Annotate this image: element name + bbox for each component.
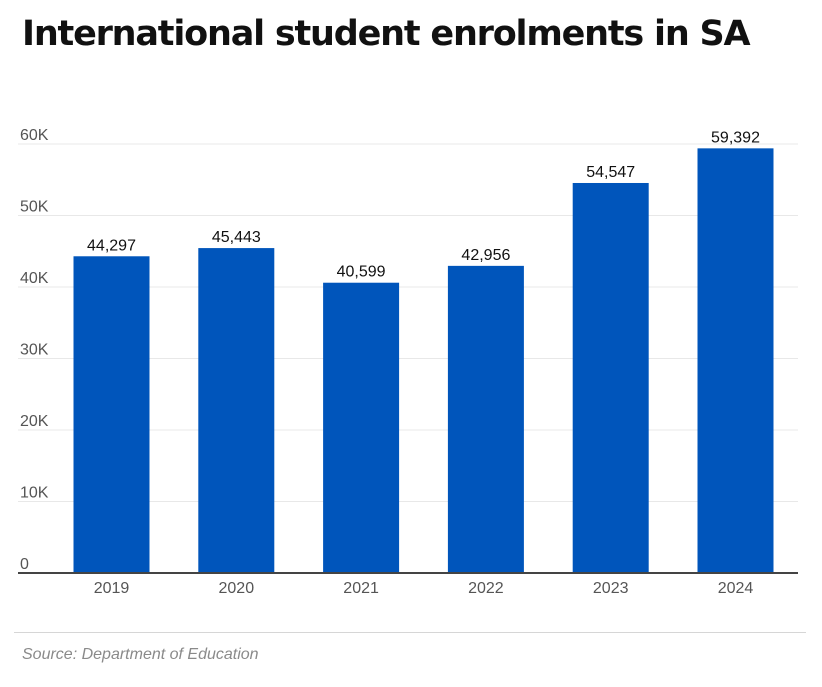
bar-2019: [73, 256, 150, 573]
bar-2024: [697, 148, 774, 573]
bar-chart: 0 10K 20K 30K 40K 50K 60K 44,297 45,443 40,599 42…: [18, 127, 798, 597]
x-tick-label: 2019: [94, 580, 130, 597]
value-labels: 44,297 45,443 40,599 42,956 54,547 59,392: [87, 129, 760, 280]
y-tick-label: 40K: [20, 270, 49, 287]
bar-2023: [572, 182, 649, 573]
x-tick-label: 2024: [718, 580, 754, 597]
x-tick-label: 2021: [343, 580, 379, 597]
x-axis-tick-labels: 2019 2020 2021 2022 2023 2024: [94, 580, 754, 597]
y-tick-label: 10K: [20, 485, 49, 502]
x-tick-label: 2022: [468, 580, 504, 597]
bar-2021: [323, 282, 400, 573]
value-label: 54,547: [586, 164, 635, 181]
y-tick-label: 50K: [20, 199, 49, 216]
bar-2020: [198, 248, 275, 573]
bar-2022: [447, 265, 524, 573]
y-tick-label: 0: [20, 556, 29, 573]
value-label: 40,599: [337, 264, 386, 281]
y-tick-label: 30K: [20, 342, 49, 359]
y-axis-tick-labels: 0 10K 20K 30K 40K 50K 60K: [20, 127, 49, 573]
y-tick-label: 20K: [20, 413, 49, 430]
x-tick-label: 2023: [593, 580, 629, 597]
x-tick-label: 2020: [219, 580, 255, 597]
source-divider: [14, 632, 806, 633]
chart-title: International student enrolments in SA: [22, 14, 751, 54]
value-label: 45,443: [212, 229, 261, 246]
y-tick-label: 60K: [20, 127, 49, 144]
value-label: 44,297: [87, 237, 136, 254]
value-label: 59,392: [711, 129, 760, 146]
bars: [73, 148, 774, 573]
value-label: 42,956: [461, 247, 510, 264]
source-note: Source: Department of Education: [22, 646, 259, 663]
